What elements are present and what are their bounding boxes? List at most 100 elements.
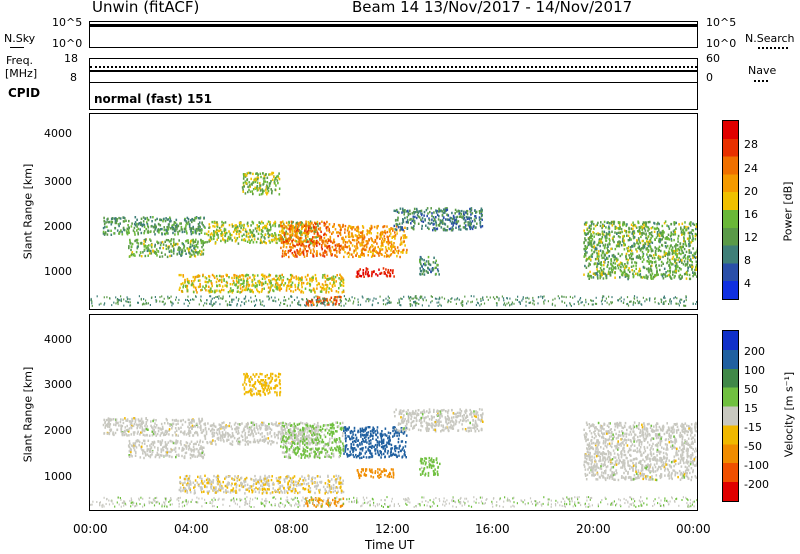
power-cell-0: [110, 220, 112, 223]
power-cell-5: [290, 226, 292, 229]
power-cell-6: [399, 255, 401, 259]
velocity-cell-1: [154, 455, 157, 459]
power-ground-cell: [476, 298, 478, 301]
power-cell-10: [436, 268, 439, 271]
power-ground-cell: [470, 295, 472, 298]
power-cell-4: [340, 275, 342, 278]
power-cell-6: [356, 235, 358, 238]
power-cell-5: [301, 251, 303, 254]
power-cell-11: [660, 273, 663, 276]
power-cell-11: [589, 263, 591, 266]
power-cell-3: [244, 175, 247, 178]
velocity-cell-1: [188, 444, 190, 448]
power-cell-6: [392, 251, 395, 254]
power-cell-11: [606, 265, 608, 268]
power-cell-4: [294, 283, 296, 287]
power-cell-5: [315, 241, 318, 245]
power-cell-11: [676, 244, 679, 247]
power-cell-0: [168, 223, 170, 226]
power-cell-2: [235, 232, 238, 236]
power-cell-0: [110, 229, 112, 232]
power-ground-cell: [557, 295, 559, 298]
power-ground-cell: [296, 296, 298, 299]
power-cell-11: [630, 252, 632, 255]
power-cell-4: [309, 284, 311, 288]
power-cell-11: [640, 235, 642, 239]
power-cell-5: [319, 234, 321, 238]
power-cell-0: [153, 225, 156, 228]
power-cell-6: [372, 249, 374, 252]
power-cell-6: [374, 238, 377, 242]
power-cell-6: [369, 227, 371, 230]
power-cell-4: [342, 281, 345, 284]
power-cell-1: [185, 252, 187, 255]
power-cell-11: [620, 270, 623, 273]
power-cell-1: [139, 251, 142, 254]
power-cell-0: [164, 219, 167, 223]
power-ground-cell: [218, 295, 220, 298]
power-cell-7: [367, 273, 369, 276]
velocity-cell-0: [144, 424, 146, 427]
power-cell-2: [300, 223, 302, 227]
power-cell-11: [628, 274, 630, 277]
freq-label-line1: Freq.: [6, 54, 34, 67]
power-ground-cell: [658, 302, 660, 305]
power-cell-7: [371, 272, 373, 276]
power-ground-cell: [311, 299, 313, 301]
power-cell-11: [637, 256, 640, 259]
power-ground-cell: [387, 295, 389, 298]
power-cell-1: [128, 255, 131, 258]
power-cell-1: [154, 245, 156, 248]
power-cell-4: [331, 278, 333, 281]
power-cell-11: [618, 263, 620, 266]
power-cell-11: [598, 238, 601, 242]
velocity-cell-1: [171, 449, 173, 452]
power-cell-11: [584, 249, 587, 253]
power-cell-9: [395, 222, 398, 226]
power-cell-4: [315, 279, 318, 283]
power-cell-11: [605, 274, 608, 277]
velocity-cell-0: [188, 427, 190, 430]
power-cell-4: [241, 286, 244, 289]
power-cell-9: [465, 227, 467, 231]
power-cell-11: [655, 266, 658, 270]
power-cell-2: [288, 220, 290, 224]
power-cell-3: [246, 172, 249, 175]
power-ground-cell: [592, 303, 594, 306]
power-panel-frame: [89, 113, 698, 310]
power-cell-6: [394, 237, 396, 240]
power-cell-11: [587, 232, 589, 235]
power-cell-5: [336, 250, 338, 253]
power-ground-cell: [516, 299, 518, 301]
velocity-cell-0: [197, 434, 199, 437]
power-cell-10: [428, 268, 431, 271]
power-cell-6: [392, 244, 394, 247]
power-cell-0: [201, 221, 203, 224]
power-cell-11: [653, 256, 656, 260]
power-cell-0: [176, 227, 178, 230]
power-cell-5: [290, 246, 292, 249]
power-cell-5: [313, 245, 316, 248]
power-cell-0: [102, 232, 105, 235]
power-cell-11: [624, 243, 626, 247]
velocity-cell-0: [194, 425, 197, 428]
power-cell-11: [608, 272, 610, 275]
power-cell-2: [251, 220, 254, 224]
power-cell-5: [338, 243, 340, 246]
power-cell-11: [587, 264, 590, 268]
power-ground-cell: [91, 304, 93, 307]
power-cell-2: [292, 224, 295, 228]
power-cell-5: [320, 235, 323, 239]
power-cell-9: [401, 211, 403, 214]
power-ground-cell: [620, 300, 622, 303]
power-cell-3: [257, 176, 260, 180]
power-cell-3: [269, 173, 271, 176]
power-cell-4: [258, 283, 261, 286]
power-cell-11: [650, 265, 652, 268]
power-cell-11: [583, 223, 586, 226]
power-cell-5: [288, 237, 290, 240]
power-cell-5: [291, 234, 294, 237]
power-ground-cell: [222, 297, 224, 300]
power-cell-11: [595, 247, 598, 250]
power-cell-9: [427, 222, 430, 225]
